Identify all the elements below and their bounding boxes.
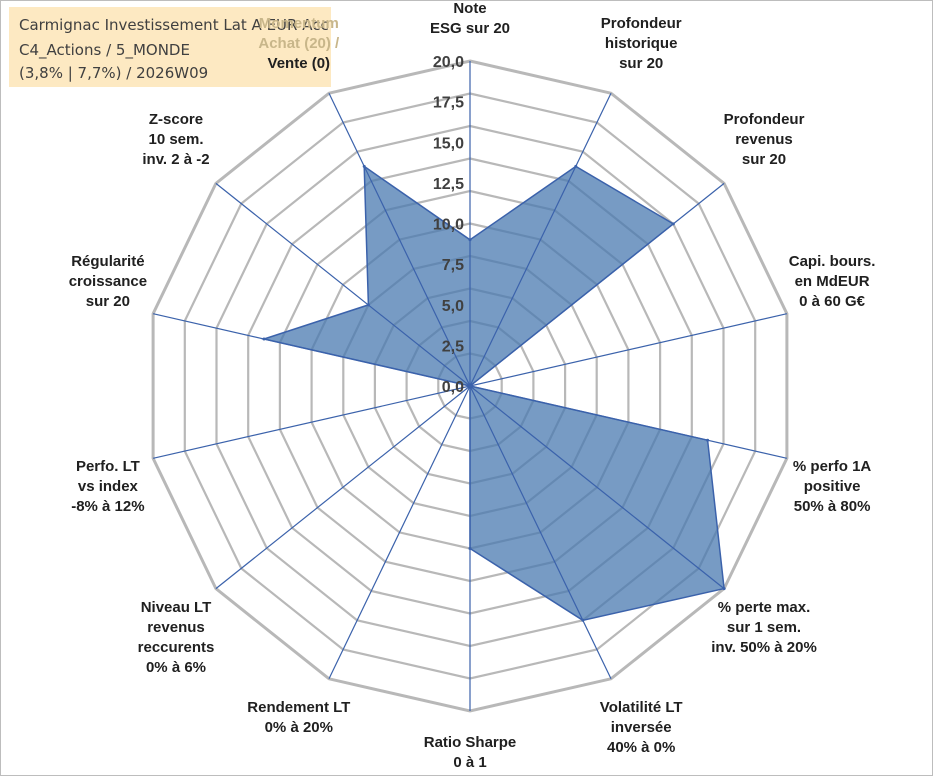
data-point [671, 222, 675, 226]
axis-label: Capi. bours. en MdEUR 0 à 60 G€ [788, 252, 876, 310]
axis-label: % perfo 1A positive 50% à 80% [792, 457, 872, 515]
data-series-area [261, 164, 725, 622]
axis-spoke [469, 385, 725, 590]
axis-label: Perfo. LT vs index -8% à 12% [71, 457, 145, 515]
data-point [722, 587, 726, 591]
axis-label: Rendement LT 0% à 20% [247, 699, 351, 736]
axis-label: Z-score 10 sem. inv. 2 à -2 [142, 110, 210, 168]
fund-name: Carmignac Investissement Lat A EUR Acc [19, 16, 329, 34]
data-point [262, 337, 266, 341]
radial-tick-label: 0,0 [442, 379, 464, 396]
data-point [468, 384, 472, 388]
radial-tick-label: 17,5 [433, 95, 464, 112]
axis-label: Ratio Sharpe 0 à 1 [423, 734, 517, 771]
axis-label: Momentum Achat (20) / Vente (0) [258, 15, 340, 72]
axis-spoke [469, 313, 788, 387]
axis-spoke [469, 182, 725, 387]
axis-spoke [328, 92, 471, 387]
axis-spoke [469, 92, 612, 387]
fund-stats-week: (3,8% | 7,7%) / 2026W09 [19, 64, 209, 82]
data-point [366, 303, 370, 307]
data-point [581, 618, 585, 622]
data-point [468, 547, 472, 550]
axis-spoke [152, 313, 471, 387]
radial-tick-label: 2,5 [442, 338, 464, 355]
axis-label: Note ESG sur 20 [429, 0, 511, 37]
axis-spoke [469, 385, 788, 459]
radial-tick-label: 12,5 [433, 176, 464, 193]
axis-spoke [152, 385, 471, 459]
data-point [574, 164, 578, 168]
axis-label: Profondeur revenus sur 20 [723, 110, 805, 168]
radial-tick-label: 5,0 [442, 298, 464, 315]
radial-tick-label: 10,0 [433, 217, 464, 234]
axis-label: Régularité croissance sur 20 [68, 252, 148, 310]
axis-label: Niveau LT revenus reccurents 0% à 6% [137, 599, 215, 677]
data-point [362, 164, 366, 168]
radial-tick-label: 20,0 [433, 54, 464, 71]
radial-tick-label: 15,0 [433, 135, 464, 152]
data-point [468, 238, 472, 242]
axis-label: Volatilité LT inversée 40% à 0% [599, 699, 683, 756]
fund-info-box: Carmignac Investissement Lat A EUR Acc C… [9, 7, 331, 87]
axis-label: % perte max. sur 1 sem. inv. 50% à 20% [711, 599, 817, 657]
axis-spoke [469, 385, 612, 680]
axis-spoke [215, 385, 471, 590]
fund-category: C4_Actions / 5_MONDE [19, 41, 190, 59]
axis-label: Profondeur historique sur 20 [600, 15, 682, 72]
radial-tick-label: 7,5 [442, 257, 464, 274]
axis-spoke [215, 182, 471, 387]
axis-spoke [328, 385, 471, 680]
data-point [706, 438, 710, 442]
